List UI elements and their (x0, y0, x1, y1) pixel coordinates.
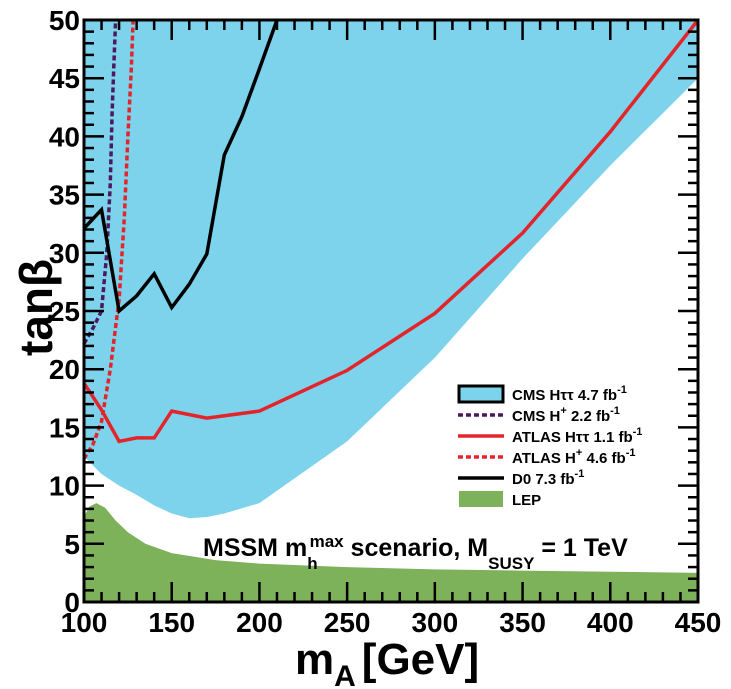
y-tick-label: 20 (49, 354, 80, 385)
legend-entry: CMS Hττ 4.7 fb-1 (457, 384, 627, 404)
legend-label: ATLAS Hττ 1.1 fb-1 (512, 426, 642, 446)
legend-label: ATLAS H+ 4.6 fb-1 (512, 447, 635, 467)
legend-swatch (457, 384, 505, 404)
y-tick-label: 40 (49, 121, 80, 152)
x-tick-label: 400 (587, 607, 634, 638)
y-tick-label: 30 (49, 238, 80, 269)
legend-entry: D0 7.3 fb-1 (458, 468, 584, 488)
x-tick-label: 200 (236, 607, 283, 638)
legend-entry: ATLAS Hττ 1.1 fb-1 (458, 426, 642, 446)
y-tick-label: 15 (49, 412, 80, 443)
cms-htautau-excluded-region (84, 20, 698, 519)
scenario-annotation: MSSM mhmax scenario, MSUSY = 1 TeV (203, 532, 628, 573)
atlas-htautau-line (84, 20, 698, 444)
y-axis-title: tanβ (10, 259, 62, 356)
legend-entry: ATLAS H+ 4.6 fb-1 (458, 447, 635, 467)
limit-lines (84, 20, 698, 460)
y-tick-label: 25 (49, 296, 80, 327)
atlas-hplus-line (84, 20, 135, 460)
y-tick-label: 35 (49, 180, 80, 211)
lep-excluded-region (84, 503, 698, 602)
x-tick-label: 100 (61, 607, 108, 638)
d0-line (84, 20, 279, 315)
y-tick-label: 50 (49, 5, 80, 36)
y-tick-label: 0 (64, 587, 80, 618)
y-tick-label: 5 (64, 529, 80, 560)
x-tick-label: 250 (324, 607, 371, 638)
x-tick-label: 150 (148, 607, 195, 638)
legend-label: LEP (512, 492, 541, 509)
legend-label: CMS Hττ 4.7 fb-1 (512, 384, 627, 404)
x-axis-title: mA [GeV] (295, 635, 479, 689)
legend-entry: CMS H+ 2.2 fb-1 (458, 405, 620, 425)
legend-swatch (459, 491, 503, 507)
x-tick-label: 450 (675, 607, 722, 638)
filled-regions (84, 20, 698, 602)
legend-label: D0 7.3 fb-1 (512, 468, 584, 488)
plot-frame (82, 18, 700, 604)
y-tick-label: 10 (49, 471, 80, 502)
x-tick-label: 350 (499, 607, 546, 638)
x-tick-label: 300 (411, 607, 458, 638)
legend-label: CMS H+ 2.2 fb-1 (512, 405, 620, 425)
legend-entry: LEP (459, 491, 541, 509)
tick-labels: 100 150 200 250 300 350 400 450 0 5 10 15 20 25 30 35 40… (49, 5, 722, 638)
cms-hplus-line (84, 20, 118, 345)
y-tick-label: 45 (49, 63, 80, 94)
